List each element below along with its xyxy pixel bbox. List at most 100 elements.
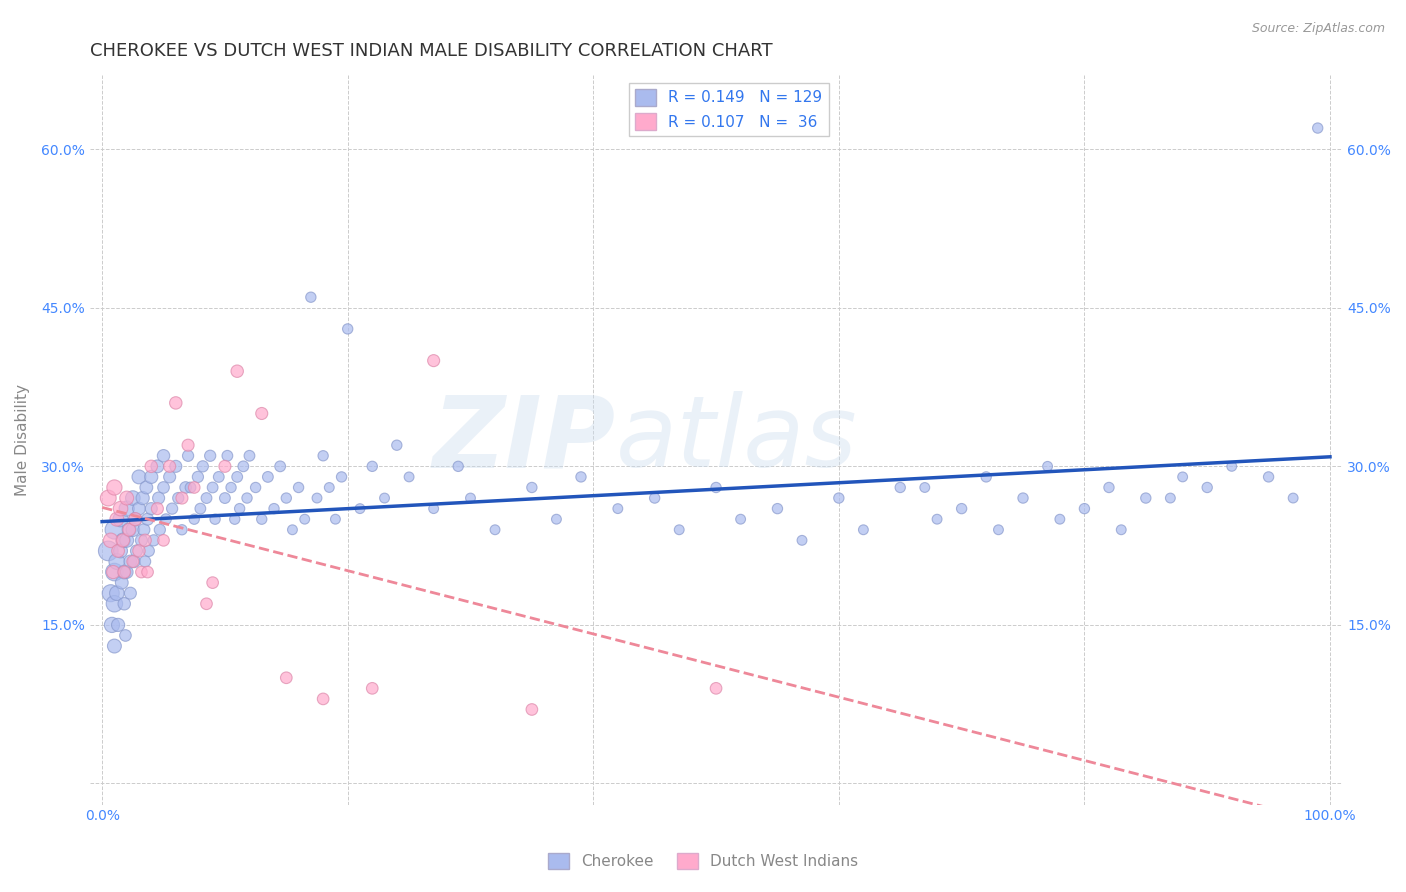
Point bbox=[134, 533, 156, 548]
Point bbox=[398, 470, 420, 484]
Point bbox=[148, 491, 170, 505]
Point bbox=[118, 523, 141, 537]
Point bbox=[121, 523, 143, 537]
Point bbox=[149, 523, 172, 537]
Point bbox=[188, 501, 211, 516]
Point bbox=[115, 501, 138, 516]
Point bbox=[422, 353, 444, 368]
Point bbox=[187, 470, 209, 484]
Point bbox=[131, 533, 153, 548]
Point bbox=[299, 290, 322, 304]
Point bbox=[103, 523, 125, 537]
Point bbox=[100, 586, 122, 600]
Point bbox=[125, 544, 148, 558]
Point bbox=[520, 702, 543, 716]
Point bbox=[228, 501, 250, 516]
Point bbox=[422, 501, 444, 516]
Point bbox=[730, 512, 752, 526]
Point bbox=[97, 544, 120, 558]
Point bbox=[115, 491, 138, 505]
Point bbox=[385, 438, 408, 452]
Text: Source: ZipAtlas.com: Source: ZipAtlas.com bbox=[1251, 22, 1385, 36]
Point bbox=[606, 501, 628, 516]
Text: ZIP: ZIP bbox=[433, 392, 616, 489]
Point bbox=[112, 565, 135, 579]
Point bbox=[330, 470, 353, 484]
Point bbox=[281, 523, 304, 537]
Point bbox=[704, 681, 727, 696]
Point bbox=[97, 491, 120, 505]
Point bbox=[110, 501, 132, 516]
Point bbox=[111, 533, 134, 548]
Text: atlas: atlas bbox=[616, 392, 858, 489]
Point bbox=[294, 512, 316, 526]
Point bbox=[447, 459, 470, 474]
Point bbox=[105, 554, 128, 568]
Point bbox=[195, 597, 218, 611]
Point bbox=[170, 523, 193, 537]
Point bbox=[305, 491, 328, 505]
Point bbox=[177, 449, 200, 463]
Point bbox=[198, 449, 221, 463]
Point bbox=[136, 512, 159, 526]
Point bbox=[766, 501, 789, 516]
Point bbox=[195, 491, 218, 505]
Point bbox=[177, 438, 200, 452]
Point bbox=[312, 692, 335, 706]
Point bbox=[1159, 491, 1181, 505]
Point bbox=[120, 554, 142, 568]
Point bbox=[325, 512, 347, 526]
Point bbox=[103, 639, 125, 653]
Point bbox=[204, 512, 226, 526]
Point bbox=[159, 470, 181, 484]
Point bbox=[165, 396, 187, 410]
Point bbox=[1098, 481, 1121, 495]
Point bbox=[318, 481, 340, 495]
Point bbox=[167, 491, 190, 505]
Point bbox=[214, 459, 236, 474]
Point bbox=[146, 501, 169, 516]
Point bbox=[165, 459, 187, 474]
Point bbox=[122, 554, 145, 568]
Point bbox=[1282, 491, 1305, 505]
Point bbox=[987, 523, 1010, 537]
Point bbox=[287, 481, 309, 495]
Point bbox=[105, 512, 128, 526]
Point bbox=[1109, 523, 1132, 537]
Point bbox=[312, 449, 335, 463]
Point bbox=[183, 481, 205, 495]
Point bbox=[349, 501, 371, 516]
Point bbox=[828, 491, 851, 505]
Point bbox=[141, 470, 163, 484]
Point bbox=[644, 491, 666, 505]
Point bbox=[115, 533, 138, 548]
Point bbox=[111, 533, 134, 548]
Point bbox=[160, 501, 183, 516]
Point bbox=[112, 565, 135, 579]
Point bbox=[141, 459, 163, 474]
Point bbox=[103, 565, 125, 579]
Point bbox=[152, 533, 174, 548]
Point bbox=[107, 618, 129, 632]
Point bbox=[238, 449, 260, 463]
Point bbox=[1135, 491, 1157, 505]
Point bbox=[208, 470, 231, 484]
Point bbox=[236, 491, 259, 505]
Point bbox=[131, 491, 153, 505]
Point bbox=[135, 481, 157, 495]
Point bbox=[132, 523, 155, 537]
Point bbox=[124, 512, 146, 526]
Point bbox=[1049, 512, 1071, 526]
Point bbox=[170, 491, 193, 505]
Point bbox=[889, 481, 911, 495]
Point bbox=[484, 523, 506, 537]
Point bbox=[250, 407, 273, 421]
Point bbox=[276, 491, 298, 505]
Point bbox=[114, 628, 136, 642]
Point bbox=[460, 491, 482, 505]
Point bbox=[141, 501, 163, 516]
Point bbox=[134, 554, 156, 568]
Point bbox=[1012, 491, 1035, 505]
Point bbox=[925, 512, 948, 526]
Point bbox=[1306, 121, 1329, 136]
